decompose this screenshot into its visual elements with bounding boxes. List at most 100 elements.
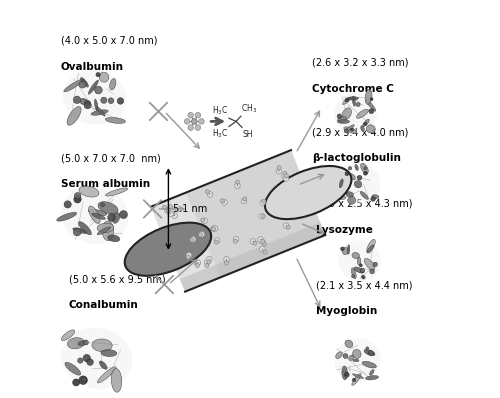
Circle shape [80, 98, 86, 104]
Ellipse shape [342, 108, 351, 119]
Ellipse shape [372, 195, 379, 199]
Ellipse shape [367, 239, 376, 253]
Text: Ovalbumin: Ovalbumin [61, 62, 124, 72]
Circle shape [234, 183, 240, 189]
Ellipse shape [358, 257, 361, 265]
Text: H$_3$C: H$_3$C [212, 127, 228, 140]
Circle shape [188, 125, 194, 131]
Circle shape [236, 180, 240, 184]
Ellipse shape [365, 89, 372, 104]
Circle shape [120, 211, 128, 219]
Circle shape [362, 275, 364, 278]
Ellipse shape [338, 116, 346, 123]
Circle shape [168, 211, 173, 217]
Ellipse shape [78, 222, 92, 235]
Ellipse shape [62, 70, 127, 125]
Circle shape [170, 207, 176, 212]
Circle shape [345, 98, 348, 102]
Text: Serum albumin: Serum albumin [61, 179, 150, 189]
Ellipse shape [348, 174, 356, 180]
Ellipse shape [61, 328, 132, 389]
Circle shape [364, 171, 368, 175]
Text: (2.1 x 3.5 x 4.4 nm): (2.1 x 3.5 x 4.4 nm) [316, 281, 412, 291]
Ellipse shape [345, 340, 353, 347]
Circle shape [212, 227, 216, 231]
Circle shape [370, 269, 374, 274]
Ellipse shape [366, 125, 375, 133]
Circle shape [74, 193, 81, 199]
Circle shape [360, 264, 362, 267]
Ellipse shape [346, 125, 354, 131]
Ellipse shape [334, 93, 377, 134]
Circle shape [345, 172, 349, 176]
Ellipse shape [96, 107, 105, 116]
Ellipse shape [348, 196, 356, 204]
Text: Conalbumin: Conalbumin [69, 300, 138, 310]
Circle shape [195, 112, 200, 118]
Circle shape [84, 101, 91, 109]
Circle shape [108, 214, 116, 221]
Circle shape [162, 205, 166, 209]
Circle shape [84, 340, 88, 345]
Circle shape [250, 238, 256, 244]
Ellipse shape [340, 179, 343, 188]
Circle shape [100, 203, 104, 207]
Circle shape [262, 214, 266, 218]
Circle shape [352, 275, 354, 278]
Ellipse shape [342, 366, 347, 380]
Ellipse shape [88, 206, 100, 224]
Ellipse shape [97, 223, 114, 233]
Circle shape [340, 247, 344, 251]
Circle shape [259, 214, 264, 219]
Text: H$_3$C: H$_3$C [212, 105, 228, 117]
Circle shape [220, 199, 224, 203]
Circle shape [258, 237, 264, 242]
Circle shape [284, 223, 289, 228]
Ellipse shape [106, 188, 128, 196]
Text: Cytochrome C: Cytochrome C [312, 84, 394, 94]
Circle shape [190, 238, 194, 242]
Circle shape [360, 268, 364, 273]
Ellipse shape [78, 341, 86, 346]
Circle shape [94, 86, 102, 94]
Circle shape [78, 358, 83, 363]
Text: SH: SH [242, 130, 252, 139]
Circle shape [242, 198, 247, 204]
Ellipse shape [97, 227, 110, 235]
Circle shape [362, 276, 365, 279]
Circle shape [87, 359, 94, 365]
Ellipse shape [360, 163, 368, 174]
Ellipse shape [61, 186, 128, 244]
Ellipse shape [367, 245, 374, 252]
Circle shape [214, 240, 218, 244]
Ellipse shape [56, 213, 76, 221]
Ellipse shape [106, 117, 126, 123]
Ellipse shape [68, 338, 84, 349]
Circle shape [172, 213, 178, 219]
Text: 5.1 nm: 5.1 nm [173, 204, 208, 214]
Ellipse shape [100, 361, 107, 369]
Circle shape [364, 167, 366, 170]
Ellipse shape [339, 196, 346, 199]
Circle shape [212, 226, 218, 231]
Circle shape [352, 378, 356, 381]
Circle shape [286, 225, 290, 229]
Ellipse shape [108, 235, 120, 242]
Text: β-lactoglobulin: β-lactoglobulin [312, 153, 400, 163]
Ellipse shape [91, 110, 108, 115]
Ellipse shape [363, 119, 370, 127]
Text: (5.0 x 5.6 x 9.5 nm): (5.0 x 5.6 x 9.5 nm) [69, 275, 166, 285]
Circle shape [166, 209, 170, 213]
Ellipse shape [65, 362, 81, 375]
Text: (2.6 x 3.2 x 3.3 nm): (2.6 x 3.2 x 3.3 nm) [312, 58, 408, 68]
Circle shape [224, 261, 228, 265]
Circle shape [350, 128, 354, 131]
Ellipse shape [84, 100, 90, 105]
Circle shape [207, 191, 213, 197]
Ellipse shape [348, 355, 354, 361]
Text: Myoglobin: Myoglobin [316, 306, 377, 316]
Circle shape [74, 96, 80, 103]
Circle shape [96, 72, 100, 77]
Circle shape [202, 218, 207, 224]
Circle shape [261, 240, 265, 244]
